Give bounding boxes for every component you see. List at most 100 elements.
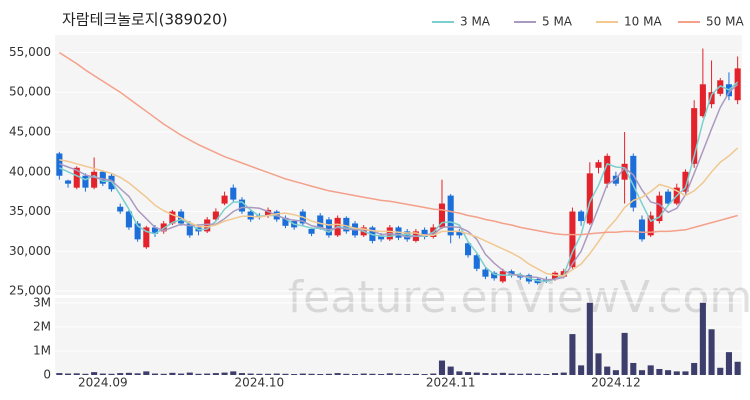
candle-body (473, 255, 480, 269)
volume-bar (117, 373, 124, 375)
volume-bar (525, 373, 532, 375)
volume-bar (317, 374, 324, 375)
candle-body (186, 223, 193, 236)
volume-bar (473, 372, 480, 375)
volume-bar (412, 373, 419, 375)
volume-bar (430, 373, 437, 375)
candle-body (682, 171, 689, 192)
volume-bar (656, 368, 663, 375)
candle-body (82, 175, 89, 188)
volume-bar (734, 361, 741, 375)
ma-line (58, 51, 738, 236)
volume-bar (99, 373, 106, 375)
candle-body (212, 211, 219, 220)
volume-bar (604, 366, 611, 375)
volume-bar (221, 372, 228, 375)
volume-bar (560, 372, 567, 375)
candle-body (656, 195, 663, 222)
volume-bar (586, 302, 593, 375)
candle-body (117, 206, 124, 212)
watermark: feature.enViewV.com (288, 272, 750, 323)
volume-bar (482, 373, 489, 375)
candle-body (230, 187, 237, 200)
volume-bar (108, 373, 115, 375)
ma-line (59, 83, 739, 281)
volume-bar (595, 353, 602, 375)
volume-bar (508, 373, 515, 375)
volume-bar (151, 373, 159, 375)
volume-bar (717, 367, 724, 375)
volume-bar (691, 362, 698, 375)
candle-body (499, 271, 506, 282)
candle-body (508, 271, 515, 276)
legend-label: 10 MA (624, 15, 662, 29)
candle-body (551, 272, 559, 280)
volume-bar (665, 370, 672, 375)
volume-bar (438, 360, 446, 375)
candle-body (204, 219, 211, 232)
volume-bar (534, 373, 541, 375)
volume-bar (491, 373, 498, 375)
candle-body (491, 272, 498, 279)
candle-body (621, 163, 628, 180)
candle-body (134, 223, 141, 240)
candle-body (482, 269, 489, 277)
volume-bar (551, 373, 559, 375)
volume-bar (160, 373, 167, 375)
candle-body (647, 215, 654, 236)
volume-bar (465, 372, 472, 375)
volume-bar (638, 370, 646, 375)
candle-body (317, 215, 324, 228)
candle-body (456, 231, 463, 236)
volume-bar (517, 373, 524, 375)
volume-bar (725, 352, 732, 375)
volume-bar (204, 373, 211, 375)
volume-bar (56, 373, 63, 375)
volume-bar (569, 334, 576, 375)
volume-bar (82, 373, 89, 375)
volume-bar (386, 373, 393, 375)
candle-body (169, 211, 176, 224)
volume-bar (404, 374, 411, 375)
candle-body (151, 227, 159, 234)
volume-bar (421, 374, 428, 375)
candle-body (125, 211, 132, 228)
candle-body (378, 235, 385, 240)
volume-bar (325, 373, 332, 375)
volume-bar (186, 372, 193, 375)
volume-bar (299, 373, 306, 375)
volume-bar (612, 370, 619, 375)
x-tick-label: 2024.12 (591, 376, 641, 390)
y-tick-label: 55,000 (9, 45, 51, 59)
y-tick-label: 3M (33, 295, 51, 309)
volume-bar (195, 373, 202, 375)
y-tick-label: 50,000 (9, 85, 51, 99)
volume-bar (334, 373, 341, 375)
y-tick-label: 1M (33, 343, 51, 357)
volume-bar (456, 371, 463, 375)
candle-body (99, 171, 106, 184)
legend-label: 5 MA (542, 15, 573, 29)
volume-bar (273, 373, 280, 375)
volume-bar (708, 329, 715, 375)
legend-label: 50 MA (706, 15, 744, 29)
volume-bar (247, 373, 254, 375)
volume-bar (238, 373, 246, 375)
volume-bar (647, 365, 654, 375)
candle-body (265, 209, 272, 216)
volume-bar (65, 373, 72, 375)
legend-label: 3 MA (460, 15, 491, 29)
candle-body (221, 195, 228, 204)
candle-body (404, 231, 411, 240)
volume-bar (169, 372, 176, 375)
volume-bar (230, 371, 237, 375)
volume-bar (134, 373, 141, 375)
candle-body (247, 211, 254, 220)
volume-bar (682, 371, 689, 375)
candle-body (578, 211, 585, 222)
volume-bar (143, 371, 150, 375)
volume-bar (73, 373, 80, 375)
candle-body (308, 229, 315, 234)
candle-body (447, 195, 454, 236)
